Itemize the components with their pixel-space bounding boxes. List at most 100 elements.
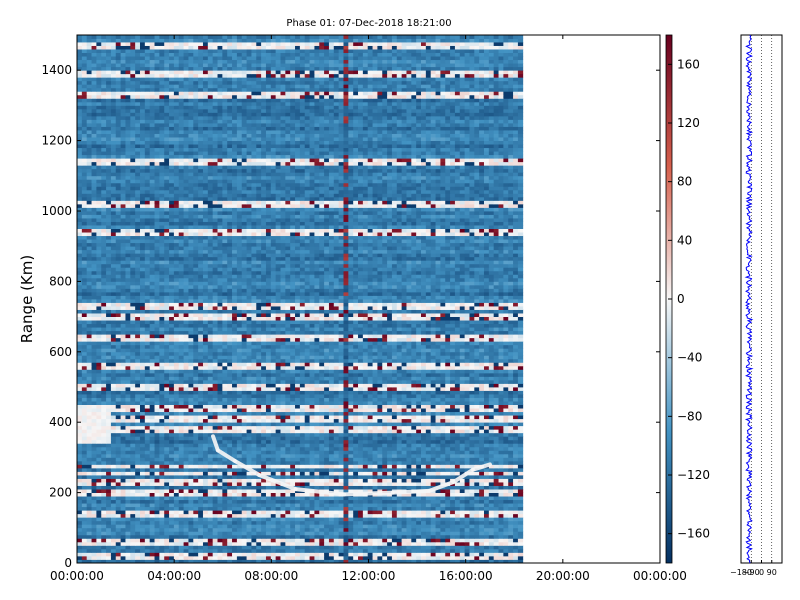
heatmap-cell <box>265 510 272 515</box>
heatmap-cell <box>488 394 495 398</box>
heatmap-cell <box>227 425 233 430</box>
heatmap-cell <box>222 404 228 409</box>
heatmap-cell <box>183 517 189 522</box>
heatmap-cell <box>479 425 485 430</box>
heatmap-cell <box>445 464 451 469</box>
heatmap-cell <box>445 446 451 451</box>
heatmap-cell <box>343 475 349 479</box>
heatmap-cell <box>464 379 470 384</box>
heatmap-cell <box>324 531 330 536</box>
heatmap-cell <box>348 513 354 518</box>
heatmap-cell <box>387 394 393 398</box>
heatmap-cell <box>377 411 383 416</box>
heatmap-cell <box>77 510 83 515</box>
heatmap-cell <box>319 415 325 420</box>
heatmap-cell <box>241 397 247 402</box>
heatmap-cell <box>450 485 456 490</box>
heatmap-cell <box>454 555 461 560</box>
heatmap-cell <box>459 460 466 465</box>
heatmap-cell <box>377 372 383 377</box>
heatmap-cell <box>241 467 247 472</box>
heatmap-cell <box>217 475 223 479</box>
heatmap-cell <box>387 524 393 529</box>
heatmap-cell <box>232 471 238 476</box>
heatmap-cell <box>440 471 446 476</box>
heatmap-cell <box>406 496 412 501</box>
heatmap-cell <box>459 390 466 395</box>
heatmap-cell <box>358 541 364 546</box>
heatmap-cell <box>430 531 436 536</box>
heatmap-cell <box>469 397 475 402</box>
heatmap-cell <box>251 482 257 486</box>
heatmap-cell <box>435 379 441 384</box>
heatmap-cell <box>324 545 330 550</box>
heatmap-cell <box>440 460 446 465</box>
heatmap-cell <box>217 443 223 448</box>
heatmap-cell <box>91 541 97 546</box>
heatmap-cell <box>474 524 480 529</box>
heatmap-cell <box>232 485 238 490</box>
heatmap-cell <box>343 538 349 543</box>
heatmap-cell <box>217 467 223 472</box>
heatmap-cell <box>115 401 122 405</box>
heatmap-cell <box>295 372 301 377</box>
heatmap-cell <box>333 408 340 413</box>
heatmap-cell <box>193 534 199 539</box>
heatmap-cell <box>464 492 470 497</box>
heatmap-cell <box>348 460 354 465</box>
heatmap-cell <box>445 548 451 553</box>
heatmap-cell <box>488 379 495 384</box>
heatmap-cell <box>445 432 451 437</box>
heatmap-cell <box>421 450 427 455</box>
heatmap-cell <box>508 555 514 560</box>
heatmap-cell <box>101 541 107 546</box>
heatmap-cell <box>222 485 228 490</box>
heatmap-cell <box>299 510 306 515</box>
heatmap-cell <box>164 439 170 444</box>
heatmap-cell <box>319 527 325 532</box>
heatmap-cell <box>135 425 141 430</box>
heatmap-cell <box>435 460 441 465</box>
heatmap-cell <box>304 471 310 476</box>
heatmap-cell <box>164 527 170 532</box>
heatmap-cell <box>135 369 141 374</box>
heatmap-cell <box>353 379 359 384</box>
heatmap-cell <box>202 457 209 462</box>
heatmap-cell <box>343 394 349 398</box>
heatmap-cell <box>236 475 243 479</box>
heatmap-cell <box>106 390 112 395</box>
heatmap-cell <box>469 527 475 532</box>
heatmap-cell <box>77 513 83 518</box>
heatmap-cell <box>295 394 301 398</box>
heatmap-cell <box>81 489 88 493</box>
heatmap-cell <box>241 429 247 434</box>
heatmap-cell <box>387 506 393 511</box>
heatmap-cell <box>86 379 92 384</box>
heatmap-cell <box>280 489 286 493</box>
heatmap-cell <box>202 408 209 413</box>
heatmap-cell <box>110 432 117 437</box>
heatmap-cell <box>222 552 228 557</box>
heatmap-cell <box>154 475 160 479</box>
heatmap-cell <box>353 464 359 469</box>
heatmap-cell <box>372 379 378 384</box>
heatmap-cell <box>232 467 238 472</box>
heatmap-cell <box>517 531 524 536</box>
heatmap-cell <box>406 499 412 504</box>
heatmap-cell <box>338 482 344 486</box>
heatmap-cell <box>91 397 97 402</box>
heatmap-cell <box>508 503 514 508</box>
heatmap-cell <box>202 482 209 486</box>
heatmap-cell <box>372 439 378 444</box>
heatmap-cell <box>328 383 335 388</box>
heatmap-cell <box>86 531 92 536</box>
heatmap-cell <box>295 464 301 469</box>
heatmap-cell <box>290 517 296 522</box>
heatmap-cell <box>513 499 519 504</box>
heatmap-cell <box>183 457 189 462</box>
heatmap-cell <box>362 478 369 483</box>
heatmap-cell <box>188 513 194 518</box>
heatmap-cell <box>440 548 446 553</box>
heatmap-cell <box>275 531 281 536</box>
heatmap-cell <box>517 418 524 423</box>
